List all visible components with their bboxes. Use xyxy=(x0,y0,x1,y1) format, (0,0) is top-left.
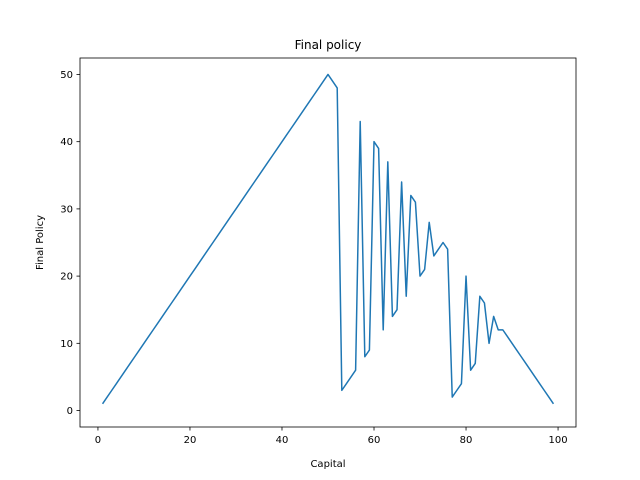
y-tick-label: 30 xyxy=(60,204,73,215)
x-tick-label: 80 xyxy=(460,435,473,446)
x-tick-label: 100 xyxy=(549,435,568,446)
y-axis-label: Final Policy xyxy=(35,215,46,270)
y-tick-label: 50 xyxy=(60,70,73,81)
x-tick-label: 40 xyxy=(276,435,289,446)
x-tick-label: 60 xyxy=(368,435,381,446)
x-axis-ticks: 0 20 40 60 80 100 xyxy=(95,427,568,446)
series-line xyxy=(101,73,555,405)
y-tick-label: 0 xyxy=(67,406,73,417)
y-tick-label: 20 xyxy=(60,272,73,283)
x-tick-label: 20 xyxy=(184,435,197,446)
x-tick-label: 0 xyxy=(95,435,101,446)
y-tick-label: 10 xyxy=(60,339,73,350)
x-axis-label: Capital xyxy=(310,459,345,470)
plot-area xyxy=(101,73,555,405)
y-axis-ticks: 0 10 20 30 40 50 xyxy=(60,70,80,417)
y-tick-label: 40 xyxy=(60,137,73,148)
chart-title: Final policy xyxy=(295,38,362,52)
axes-frame xyxy=(79,57,577,428)
